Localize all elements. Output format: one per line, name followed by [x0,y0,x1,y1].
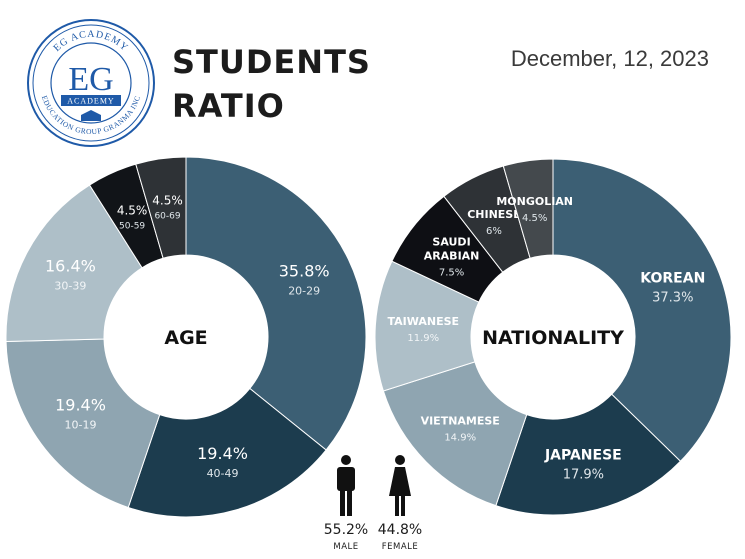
category-label-saudi-arabian: ARABIAN [424,249,480,262]
slice-age-10-19 [5,338,161,509]
value-label-chinese: 6% [486,226,502,237]
chart-title-age: AGE [164,327,207,349]
category-label-40-49: 40-49 [207,467,239,480]
value-label-korean: 37.3% [652,291,693,306]
male-label: MALE [333,542,359,552]
male-stat: 55.2% MALE [316,522,376,552]
category-label-taiwanese: TAIWANESE [387,315,459,328]
slice-age-60-69 [135,156,187,259]
value-label-10-19: 19.4% [55,396,106,415]
report-date: December, 12, 2023 [510,46,709,71]
value-label-50-59: 4.5% [117,204,148,218]
title-line-2: RATIO [172,87,285,125]
female-percent: 44.8% [377,522,423,538]
logo: EG ACADEMY EDUCATION GROUP GRANMA INC EG… [26,18,156,148]
category-label-10-19: 10-19 [65,419,97,432]
category-label-50-59: 50-59 [119,222,145,232]
slice-nationality-korean [552,158,732,462]
value-label-vietnamese: 14.9% [444,433,476,444]
female-icon [389,455,411,516]
value-label-japanese: 17.9% [563,468,604,483]
category-label-20-29: 20-29 [288,284,320,297]
value-label-40-49: 19.4% [197,444,248,463]
category-label-chinese: CHINESE [467,208,521,221]
slice-age-30-39 [5,184,143,343]
building-icon [81,110,101,121]
male-icon [337,455,355,516]
value-label-mongolian: 4.5% [522,213,547,224]
female-label: FEMALE [381,542,419,552]
logo-band-text: ACADEMY [67,97,114,106]
value-label-60-69: 4.5% [152,193,183,207]
logo-main-text: EG [68,61,113,98]
slice-nationality-japanese [495,393,682,516]
value-label-saudi-arabian: 7.5% [439,267,464,278]
female-stat: 44.8% FEMALE [370,522,430,552]
value-label-30-39: 16.4% [45,256,96,275]
category-label-saudi-arabian: SAUDI [432,235,470,248]
slice-age-40-49 [127,387,327,518]
category-label-mongolian: MONGOLIAN [496,195,573,208]
slice-nationality-mongolian [502,158,554,259]
value-label-taiwanese: 11.9% [407,333,439,344]
page-title: STUDENTS RATIO [172,40,371,128]
category-label-vietnamese: VIETNAMESE [421,415,500,428]
category-label-korean: KOREAN [640,271,705,287]
chart-title-nationality: NATIONALITY [482,327,624,349]
male-percent: 55.2% [323,522,369,538]
category-label-japanese: JAPANESE [544,448,622,464]
category-label-30-39: 30-39 [54,279,86,292]
category-label-60-69: 60-69 [154,211,180,221]
slice-age-20-29 [185,156,367,451]
title-line-1: STUDENTS [172,43,371,81]
value-label-20-29: 35.8% [279,261,330,280]
